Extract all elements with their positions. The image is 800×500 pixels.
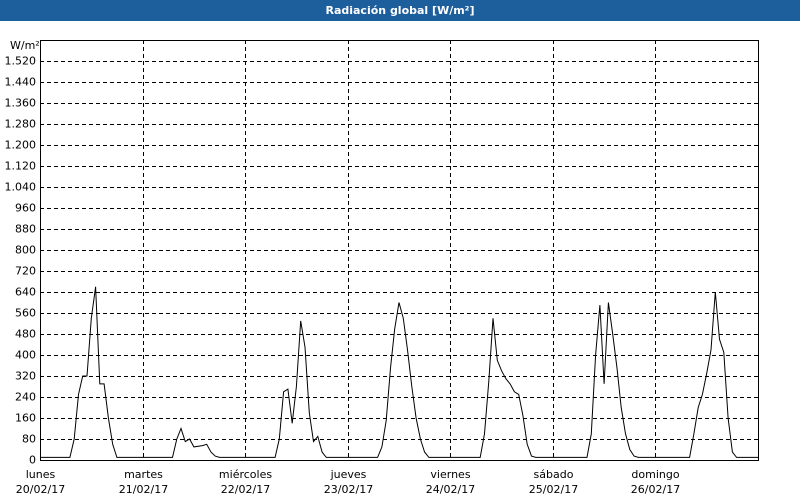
y-tick-label: 1.040	[5, 181, 37, 194]
x-tick-label: domingo	[631, 468, 679, 481]
y-tick-label: 480	[15, 328, 36, 341]
x-tick-date: 26/02/17	[631, 483, 680, 496]
x-tick-date: 25/02/17	[529, 483, 578, 496]
y-tick-label: 0	[29, 454, 36, 467]
plot-frame	[40, 40, 759, 461]
x-tick-date: 20/02/17	[16, 483, 65, 496]
x-tick-label: jueves	[330, 468, 367, 481]
y-tick-label: 1.360	[5, 97, 37, 110]
y-tick-label: 80	[22, 433, 36, 446]
y-tick-label: 1.120	[5, 160, 37, 173]
y-tick-label: 1.200	[5, 139, 37, 152]
y-tick-label: 800	[15, 244, 36, 257]
y-tick-label: 1.440	[5, 76, 37, 89]
y-axis-label: W/m²	[10, 39, 40, 52]
y-tick-label: 640	[15, 286, 36, 299]
x-tick-label: miércoles	[219, 468, 272, 481]
y-tick-label: 880	[15, 223, 36, 236]
y-tick-label: 320	[15, 370, 36, 383]
y-tick-label: 1.520	[5, 55, 37, 68]
x-tick-label: martes	[124, 468, 163, 481]
x-tick-date: 22/02/17	[221, 483, 270, 496]
y-tick-label: 400	[15, 349, 36, 362]
chart-title: Radiación global [W/m²]	[325, 4, 475, 17]
data-line	[40, 286, 758, 458]
y-tick-label: 240	[15, 391, 36, 404]
title-bar: Radiación global [W/m²]	[0, 0, 800, 21]
x-tick-label: lunes	[26, 468, 56, 481]
x-tick-label: viernes	[430, 468, 470, 481]
y-tick-label: 560	[15, 307, 36, 320]
y-tick-label: 160	[15, 412, 36, 425]
y-tick-label: 720	[15, 265, 36, 278]
y-tick-label: 1.280	[5, 118, 37, 131]
x-tick-date: 21/02/17	[119, 483, 168, 496]
y-tick-label: 960	[15, 202, 36, 215]
x-tick-label: sábado	[534, 468, 574, 481]
x-tick-date: 23/02/17	[324, 483, 373, 496]
x-tick-date: 24/02/17	[426, 483, 475, 496]
